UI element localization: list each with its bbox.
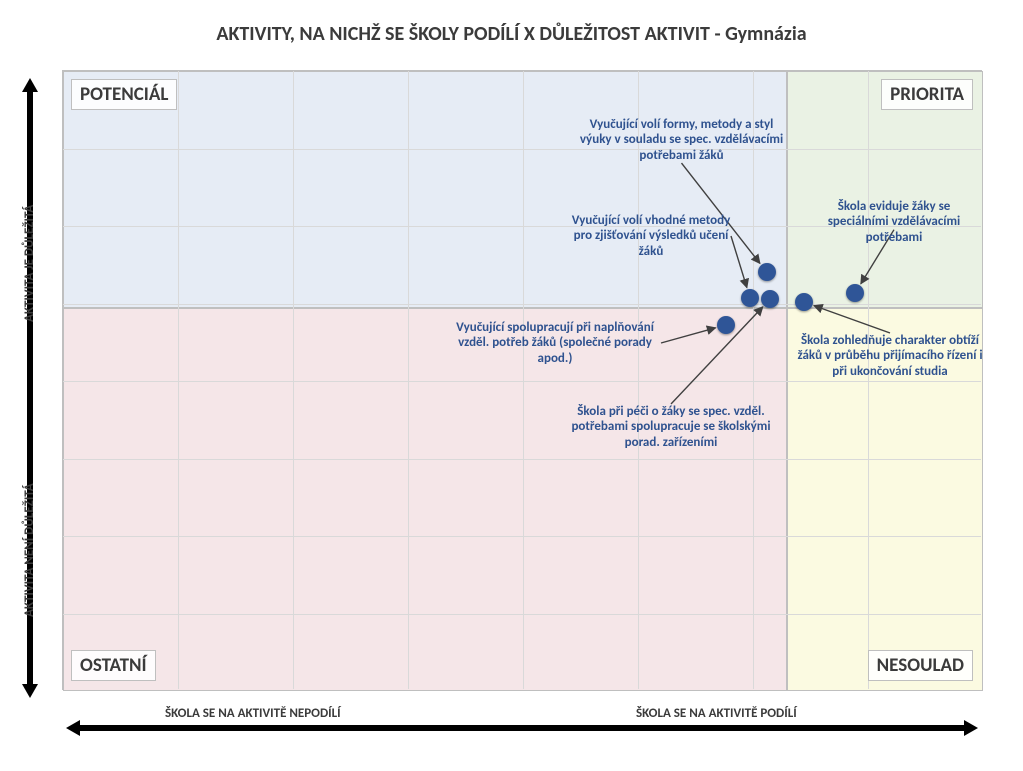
data-point [795, 293, 813, 311]
data-point [717, 316, 735, 334]
quadrant-label: PRIORITA [881, 79, 973, 110]
data-point [741, 289, 759, 307]
grid-line [408, 71, 409, 689]
data-point [758, 263, 776, 281]
grid-line [868, 71, 869, 689]
annotation-label: Vyučující volí vhodné metody pro zjišťov… [571, 213, 731, 259]
grid-line [63, 381, 981, 382]
y-axis-label-top: AKTIVITA JE DŮLEŽITÁ [22, 205, 37, 322]
x-axis-arrow [78, 725, 966, 731]
chart-title: AKTIVITY, NA NICHŽ SE ŠKOLY PODÍLÍ X DŮL… [0, 22, 1023, 46]
quadrant-label: POTENCIÁL [71, 79, 177, 110]
chart-wrapper: AKTIVITY, NA NICHŽ SE ŠKOLY PODÍLÍ X DŮL… [0, 0, 1023, 771]
grid-line [63, 149, 981, 150]
grid-line [293, 71, 294, 689]
annotation-label: Vyučující volí formy, metody a styl výuk… [579, 117, 784, 163]
x-axis-label-right: ŠKOLA SE NA AKTIVITĚ PODÍLÍ [636, 706, 797, 721]
y-axis-label-bottom: AKTIVITA NENÍ DŮLEŽITÁ [22, 483, 37, 617]
quadrant-chart: POTENCIÁL PRIORITA OSTATNÍ NESOULAD [62, 70, 982, 690]
annotation-label: Škola zohledňuje charakter obtíží žáků v… [792, 333, 988, 379]
grid-line [753, 71, 754, 689]
annotation-label: Vyučující spolupracují při naplňování vz… [449, 320, 661, 366]
grid-line [63, 536, 981, 537]
grid-line [178, 71, 179, 689]
grid-line [63, 304, 981, 305]
quadrant-label: OSTATNÍ [71, 650, 156, 681]
grid-line [523, 71, 524, 689]
grid-line [638, 71, 639, 689]
annotation-label: Škola při péči o žáky se spec. vzděl. po… [560, 404, 782, 450]
x-axis-label-left: ŠKOLA SE NA AKTIVITĚ NEPODÍLÍ [165, 706, 341, 721]
data-point [846, 284, 864, 302]
quadrant-bg [63, 308, 787, 691]
grid-line [63, 459, 981, 460]
annotation-label: Škola eviduje žáky se speciálními vzdělá… [815, 199, 973, 245]
quadrant-label: NESOULAD [868, 650, 973, 681]
grid-line [63, 614, 981, 615]
data-point [761, 290, 779, 308]
